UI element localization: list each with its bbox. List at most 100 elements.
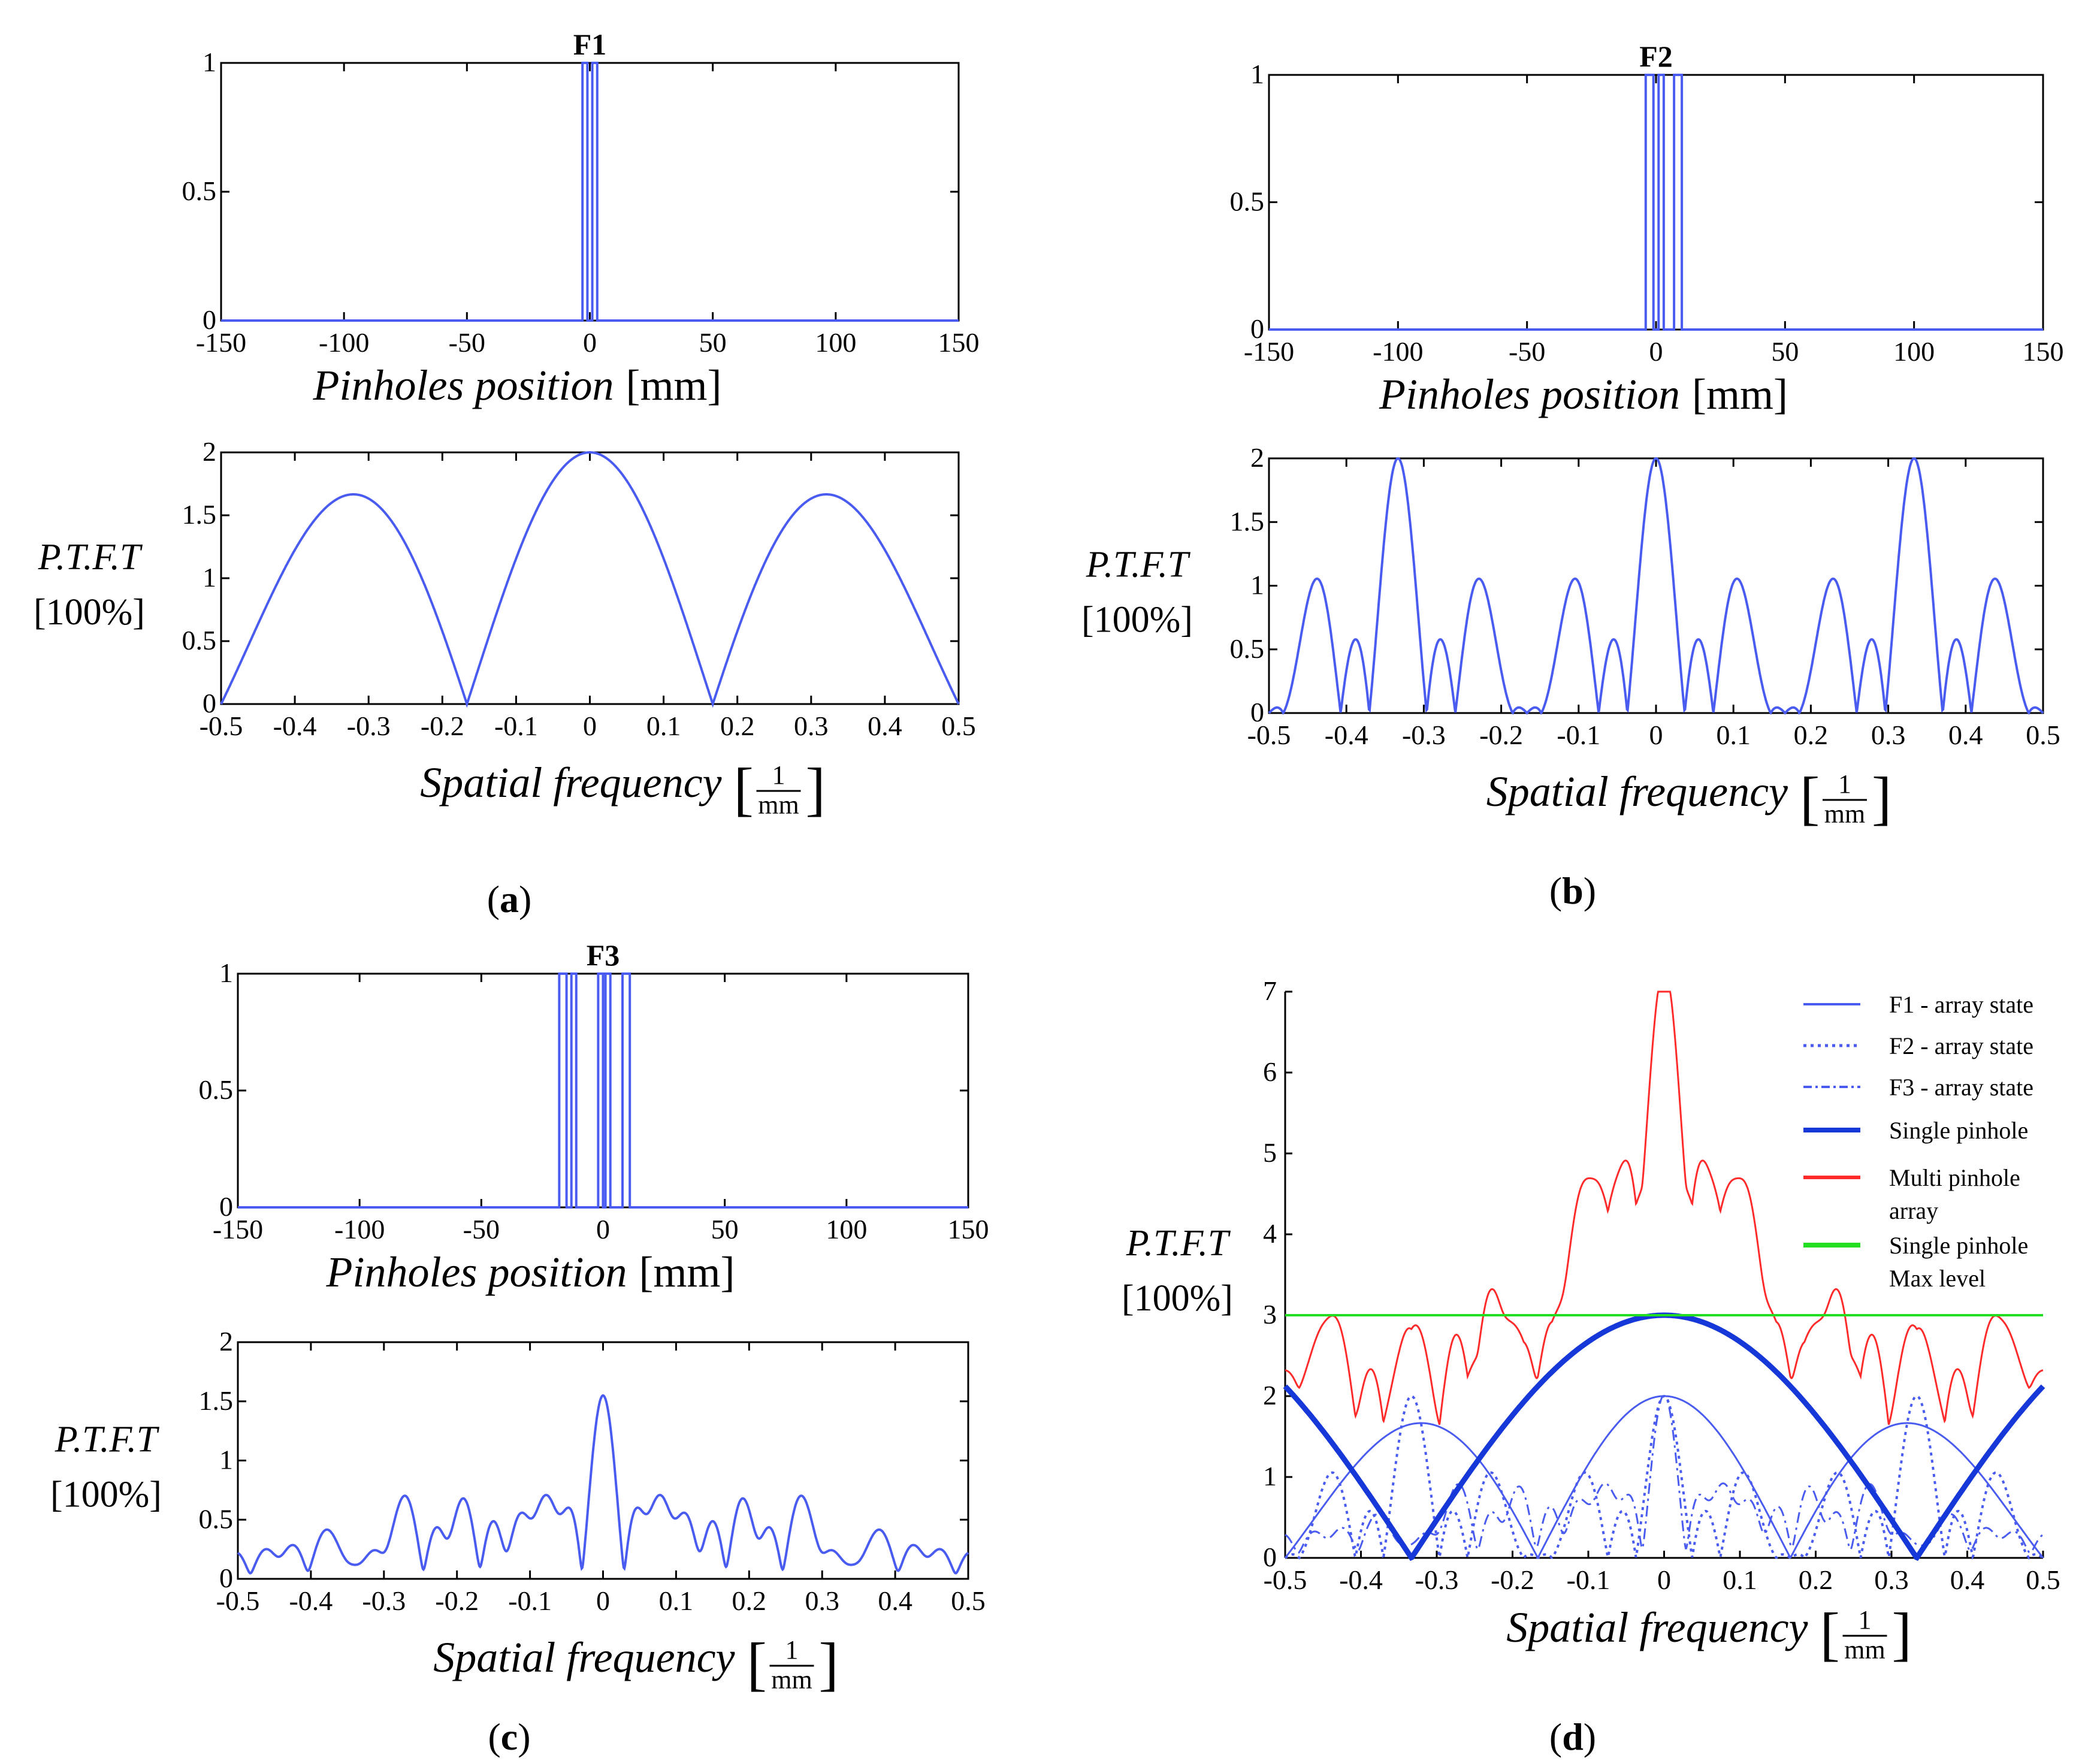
x-axis-label-text: Spatial frequency	[420, 759, 721, 807]
y-tick-label: 1	[1250, 570, 1264, 600]
x-axis-unit-bracket-left: [	[747, 1630, 767, 1697]
x-tick-label: -100	[319, 327, 369, 358]
x-axis-unit-numerator: 1	[1859, 1605, 1872, 1635]
legend-label: F1 - array state	[1889, 991, 2033, 1018]
x-tick-label: -0.5	[216, 1585, 260, 1616]
y-axis-label: P.T.F.T	[1126, 1223, 1231, 1264]
x-tick-label: -0.2	[421, 711, 464, 741]
y-axis-label: P.T.F.T	[1086, 545, 1191, 585]
y-tick-label: 0	[219, 1191, 233, 1222]
y-tick-label: 0.5	[1230, 633, 1265, 664]
x-tick-label: 0.3	[805, 1585, 839, 1616]
y-tick-label: 4	[1263, 1218, 1277, 1249]
panel-c-position-plot: -150 -100 -50 0 50 100 150 0 0.5 1 F3 Pinholes posi…	[199, 938, 989, 1296]
x-axis-label-text: Spatial frequency	[433, 1633, 735, 1681]
plot-frame	[1268, 457, 2044, 714]
x-axis-label: Spatial frequency [1mm]	[1486, 765, 1892, 831]
y-tick-label: 6	[1263, 1056, 1277, 1087]
x-axis-unit-numerator: 1	[1838, 769, 1851, 799]
x-tick-label: 0.3	[794, 711, 829, 741]
pinhole-pulse-line	[1269, 74, 2043, 331]
panel-label-a: (a)	[487, 878, 532, 920]
x-axis-label: Spatial frequency [1mm]	[420, 756, 826, 822]
x-axis-label-text: Pinholes position	[313, 361, 614, 409]
x-tick-label: -0.5	[1264, 1564, 1307, 1595]
series-f3-array-state	[1285, 1395, 2044, 1554]
series-multi-pinhole-array	[1285, 990, 2044, 1425]
x-tick-label: 50	[711, 1214, 739, 1245]
x-tick-label: 0.4	[878, 1585, 912, 1616]
x-axis-unit-denominator: mm	[1844, 1635, 1885, 1665]
x-tick-label: -0.2	[435, 1585, 479, 1616]
x-tick-label: -0.4	[289, 1585, 333, 1616]
x-axis-unit-bracket-left: [	[1820, 1600, 1840, 1667]
x-tick-label: -100	[334, 1214, 385, 1245]
x-tick-label: 0.3	[1874, 1564, 1909, 1595]
x-tick-label: 0.2	[1794, 720, 1829, 750]
x-tick-label: -150	[196, 327, 246, 358]
x-tick-label: 0.2	[732, 1585, 767, 1616]
x-tick-label: 150	[948, 1214, 989, 1245]
x-tick-label: 0.1	[659, 1585, 694, 1616]
x-axis-unit-bracket-right: ]	[806, 756, 826, 822]
ptft-curve	[237, 1394, 969, 1575]
x-axis-unit-bracket-left: [	[734, 756, 754, 822]
x-axis-label-text: Pinholes position	[1379, 370, 1680, 418]
y-tick-label: 2	[203, 436, 216, 467]
legend-label: F2 - array state	[1889, 1032, 2033, 1059]
y-tick-label: 0	[1263, 1542, 1277, 1572]
panel-label-c: (c)	[488, 1715, 530, 1758]
panel-label-d: (d)	[1549, 1715, 1596, 1758]
x-axis-unit-denominator: mm	[758, 790, 799, 820]
y-axis-unit: [100%]	[1081, 600, 1193, 641]
legend: F1 - array state F2 - array state F3 - arr…	[1803, 991, 2033, 1292]
y-tick-label: 7	[1263, 975, 1277, 1006]
x-tick-label: -0.3	[1402, 720, 1446, 750]
x-tick-label: -0.4	[1325, 720, 1368, 750]
x-tick-label: -0.1	[1557, 720, 1600, 750]
plot-frame	[1268, 74, 2044, 331]
x-tick-label: -0.3	[362, 1585, 406, 1616]
x-tick-label: 50	[699, 327, 727, 358]
x-tick-label: 0.1	[646, 711, 681, 741]
y-tick-label: 1.5	[1230, 506, 1265, 536]
legend-label: Single pinhole	[1889, 1117, 2028, 1144]
x-tick-label: -100	[1373, 336, 1423, 367]
x-tick-label: 0.5	[941, 711, 976, 741]
panel-b-position-plot: -150 -100 -50 0 50 100 150 0 0.5 1 F2 Pinholes posi…	[1230, 40, 2064, 418]
x-tick-label: -0.1	[494, 711, 538, 741]
x-tick-label: -0.3	[1415, 1564, 1459, 1595]
x-tick-label: -0.3	[347, 711, 391, 741]
x-axis-unit-numerator: 1	[785, 1635, 799, 1665]
x-tick-label: 0	[1657, 1564, 1671, 1595]
x-tick-label: -150	[1244, 336, 1294, 367]
x-axis-unit-bracket-right: ]	[819, 1630, 839, 1697]
legend-label: Single pinhole	[1889, 1232, 2028, 1259]
x-tick-label: 50	[1771, 336, 1799, 367]
x-axis-label: Pinholes position [mm]	[1379, 370, 1788, 418]
panel-b-ptft-plot: -0.5 -0.4 -0.3 -0.2 -0.1 0 0.1 0.2 0.3 0.4 0.5 0 0.5…	[1081, 442, 2060, 831]
plot-frame	[220, 451, 960, 705]
y-axis-unit: [100%]	[1122, 1278, 1233, 1319]
x-tick-label: -0.5	[1247, 720, 1291, 750]
x-tick-label: 0.2	[720, 711, 755, 741]
y-tick-label: 1	[219, 957, 233, 988]
x-tick-label: -0.2	[1491, 1564, 1534, 1595]
x-axis-label-text: Pinholes position	[326, 1248, 627, 1296]
x-tick-label: 0	[583, 327, 597, 358]
y-tick-label: 2	[1250, 442, 1264, 473]
panel-label-b-letter: b	[1562, 869, 1584, 912]
x-tick-label: 0	[596, 1585, 610, 1616]
x-tick-label: 0.3	[1871, 720, 1906, 750]
y-axis-label: P.T.F.T	[38, 537, 143, 578]
x-tick-label: 0.2	[1799, 1564, 1833, 1595]
x-axis-label: Pinholes position [mm]	[313, 361, 722, 409]
x-tick-label: -50	[1509, 336, 1545, 367]
x-tick-label: -0.1	[508, 1585, 552, 1616]
plot-title: F3	[587, 938, 620, 972]
legend-label: F3 - array state	[1889, 1074, 2033, 1101]
x-tick-label: -0.4	[273, 711, 317, 741]
legend-label: Max level	[1889, 1265, 1986, 1292]
x-axis-label-text: Spatial frequency	[1506, 1603, 1808, 1651]
